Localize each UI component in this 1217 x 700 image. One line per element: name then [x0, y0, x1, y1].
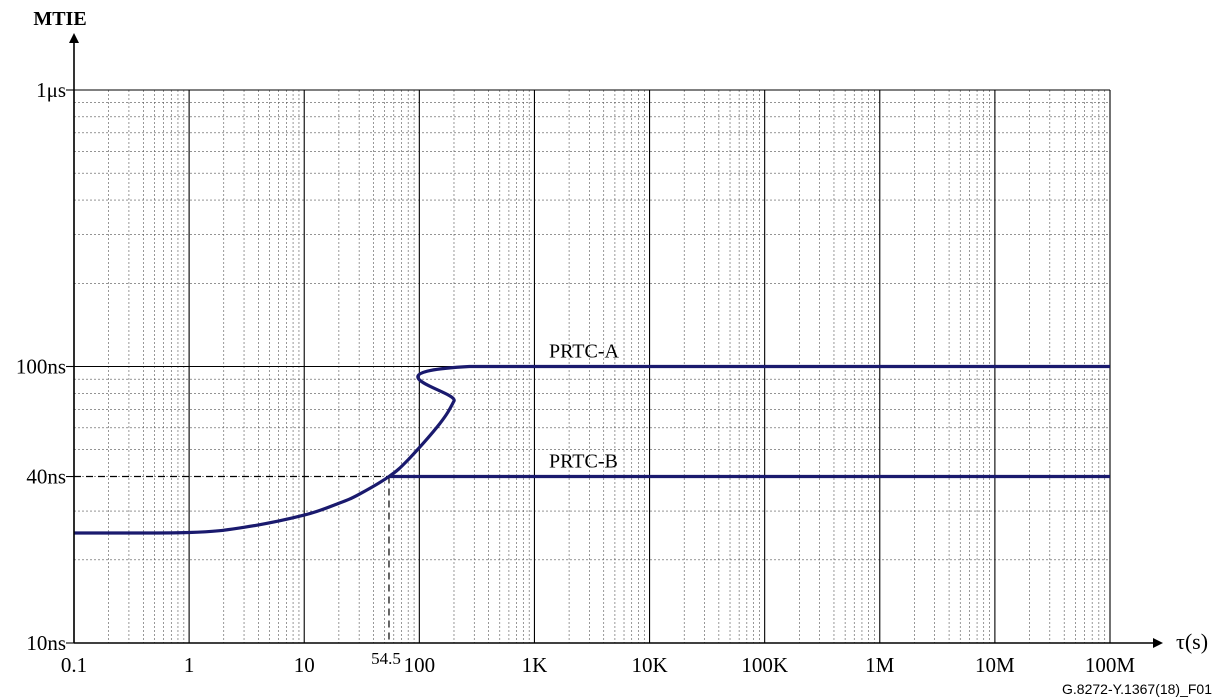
x-axis-title: τ(s) — [1176, 629, 1208, 654]
series-lines — [73, 364, 1110, 535]
x-tick-label: 10K — [631, 653, 667, 677]
x-tick-label: 100K — [741, 653, 788, 677]
x-tick-label: 10M — [975, 653, 1015, 677]
x-tick-label: 1M — [865, 653, 895, 677]
prtc-a-label: PRTC-A — [549, 341, 619, 363]
x-tick-label: 1 — [184, 653, 195, 677]
guide-lines — [74, 475, 390, 643]
figure-id: G.8272-Y.1367(18)_F01 — [1062, 681, 1212, 697]
x-tick-label: 100 — [404, 653, 436, 677]
annotation-54-5: 54.5 — [371, 649, 401, 668]
prtc-a-line — [73, 364, 1110, 535]
y-tick-label: 10ns — [26, 631, 66, 655]
y-tick-label: 40ns — [26, 465, 66, 489]
tick-labels: PRTC-A PRTC-B 10ns 40ns 100ns 1μs 0.1 1 10 100 1K 1… — [16, 8, 1212, 697]
axes — [66, 33, 1163, 648]
y-axis-title: MTIE — [33, 8, 86, 30]
y-tick-label: 1μs — [36, 78, 66, 102]
x-tick-label: 0.1 — [61, 653, 87, 677]
y-tick-label: 100ns — [16, 355, 66, 379]
x-tick-label: 10 — [294, 653, 315, 677]
x-tick-label: 1K — [522, 653, 548, 677]
x-tick-label: 100M — [1085, 653, 1136, 677]
prtc-b-label: PRTC-B — [549, 451, 618, 473]
